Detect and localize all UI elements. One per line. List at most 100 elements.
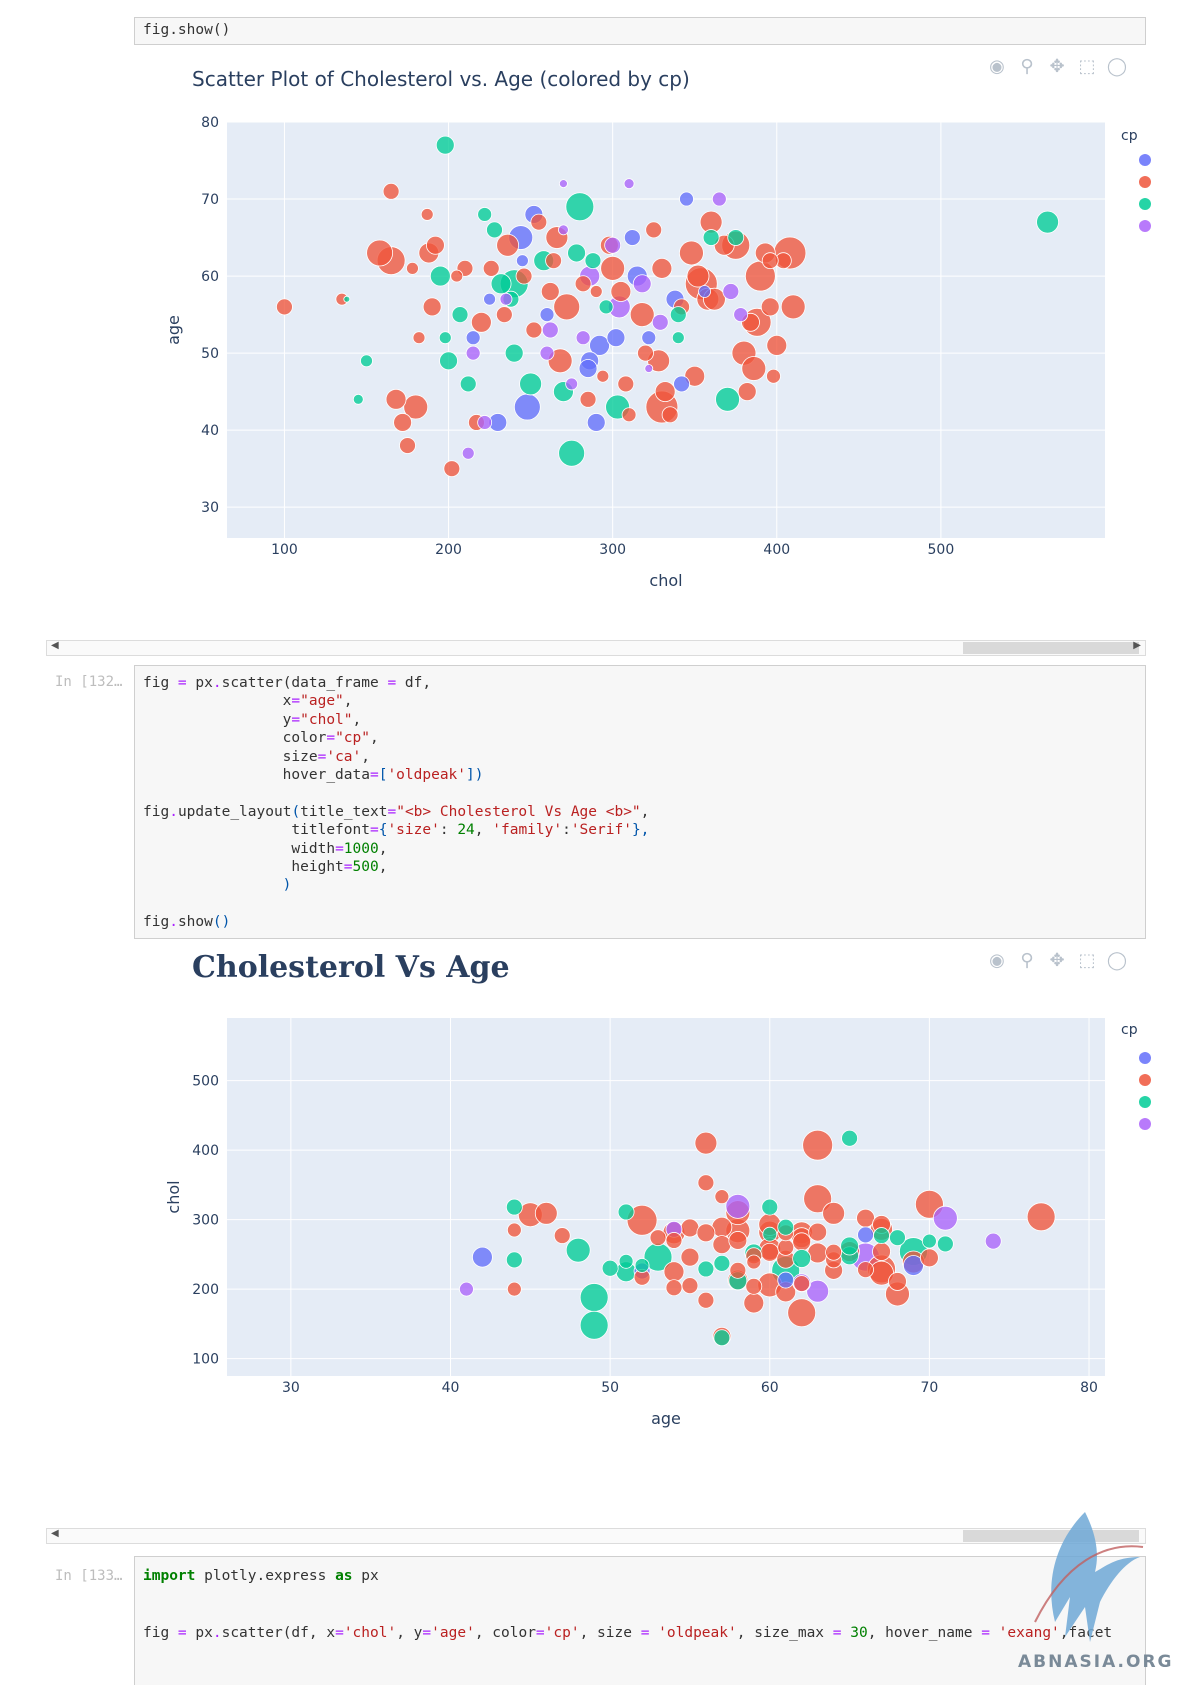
x-tick-label: 100 [271, 542, 298, 558]
scatter-point [553, 293, 581, 321]
top-code-cell[interactable]: fig.show() [134, 17, 1146, 45]
scatter-point [922, 1233, 937, 1249]
scatter-point [722, 283, 740, 300]
box-select-icon[interactable]: ⬚ [1078, 950, 1096, 971]
scatter-point [496, 233, 520, 257]
scatter-point [617, 375, 635, 393]
scatter-point [822, 1201, 846, 1225]
zoom-icon[interactable]: ⚲ [1020, 56, 1034, 77]
scatter-point [610, 281, 632, 302]
scatter-point [671, 331, 685, 345]
scatter-point [519, 372, 543, 396]
scatter-point [665, 1232, 683, 1249]
scatter-point [679, 240, 704, 266]
scatter-point [725, 1193, 751, 1219]
chart1-title: Scatter Plot of Cholesterol vs. Age (col… [192, 67, 690, 91]
scatter-point [539, 307, 555, 322]
scatter-point [761, 252, 779, 270]
x-tick-label: 40 [442, 1380, 460, 1396]
chart2-title: Cholesterol Vs Age [192, 950, 510, 985]
x-tick-label: 80 [1080, 1380, 1098, 1396]
scatter-point [443, 460, 461, 478]
scatter-point [426, 235, 445, 255]
scroll-right-icon[interactable]: ▶ [1133, 640, 1141, 651]
watermark-bird-logo [1034, 1512, 1144, 1642]
scatter-point [641, 330, 657, 346]
scatter-point [540, 282, 560, 301]
scatter-point [393, 413, 413, 432]
y-tick-label: 300 [192, 1213, 219, 1229]
scatter-point [584, 252, 602, 270]
scatter-point [936, 1235, 954, 1253]
zoom-icon[interactable]: ⚲ [1020, 950, 1034, 971]
scatter-point [651, 257, 673, 279]
scatter-point [793, 1275, 811, 1292]
scatter-point [761, 1198, 779, 1216]
scatter-point [803, 1184, 833, 1214]
scatter-point [792, 1249, 812, 1268]
scatter-point [366, 239, 394, 267]
scatter-point [727, 229, 745, 246]
scatter-point [276, 298, 293, 316]
scatter-point [680, 1247, 700, 1267]
x-tick-label: 50 [601, 1380, 619, 1396]
x-tick-label: 400 [763, 542, 790, 558]
scatter-point [600, 255, 626, 281]
y-tick-label: 500 [192, 1074, 219, 1090]
scatter-point [461, 446, 475, 460]
scatter-point [737, 382, 757, 402]
output-scrollbar-1[interactable]: ◀ ▶ [46, 640, 1146, 656]
scatter-point [618, 1253, 634, 1269]
y-axis-label: chol [164, 1180, 183, 1213]
legend-marker-cp1 [1139, 1074, 1151, 1086]
x-axis-label: age [651, 1409, 681, 1428]
x-tick-label: 500 [928, 542, 955, 558]
pan-icon[interactable]: ✥ [1049, 950, 1065, 971]
camera-icon[interactable]: ◉ [989, 950, 1005, 971]
lasso-icon[interactable]: ◯ [1106, 950, 1128, 971]
camera-icon[interactable]: ◉ [989, 56, 1005, 77]
code-cell-132[interactable]: fig = px.scatter(data_frame = df, x="age… [134, 665, 1146, 939]
scatter-point [525, 321, 543, 339]
cell2-code-text[interactable]: fig = px.scatter(data_frame = df, x="age… [143, 675, 650, 931]
scatter-point [465, 345, 481, 361]
x-tick-label: 200 [435, 542, 462, 558]
scrollbar-thumb[interactable] [963, 642, 1139, 654]
scatter-point [567, 243, 586, 263]
scatter-point [451, 306, 469, 323]
pan-icon[interactable]: ✥ [1049, 56, 1065, 77]
scatter-point [733, 307, 749, 322]
chart1-modebar: ◉ ⚲ ✥ ⬚ ◯ [986, 56, 1128, 77]
y-tick-label: 80 [201, 115, 219, 131]
scatter-point [578, 359, 598, 378]
y-tick-label: 50 [201, 346, 219, 362]
output-scrollbar-2[interactable]: ◀ [46, 1528, 1146, 1544]
scatter-point [645, 221, 663, 239]
chart2-plot[interactable]: 30 40 50 60 70 80 100 200 300 400 500 age chol [0, 940, 1190, 1480]
scatter-point [873, 1227, 890, 1244]
lasso-icon[interactable]: ◯ [1106, 56, 1128, 77]
legend-marker-cp2 [1139, 1096, 1151, 1108]
chart1-plot[interactable]: 100 200 300 400 500 30 40 50 60 70 80 chol age [0, 0, 1190, 600]
y-tick-label: 400 [192, 1143, 219, 1159]
scatter-point [841, 1129, 858, 1147]
scatter-point [545, 252, 562, 270]
scatter-point [663, 1261, 685, 1283]
box-select-icon[interactable]: ⬚ [1078, 56, 1096, 77]
y-tick-label: 70 [201, 192, 219, 208]
scatter-point [575, 330, 591, 346]
scatter-point [382, 182, 400, 200]
scatter-point [729, 1261, 747, 1279]
scatter-point [702, 229, 720, 246]
scatter-point [888, 1272, 907, 1291]
scatter-point [743, 1292, 765, 1314]
scatter-point [623, 229, 641, 246]
scroll-left-icon[interactable]: ◀ [51, 640, 59, 651]
code-cell-133[interactable]: import plotly.express as px fig = px.sca… [134, 1556, 1146, 1685]
scatter-point [932, 1205, 958, 1231]
cell3-code-text[interactable]: import plotly.express as px fig = px.sca… [143, 1568, 1113, 1641]
scroll-left-icon[interactable]: ◀ [51, 1528, 59, 1539]
scatter-point [412, 331, 426, 345]
scatter-point [857, 1226, 874, 1244]
scatter-point [558, 224, 569, 236]
